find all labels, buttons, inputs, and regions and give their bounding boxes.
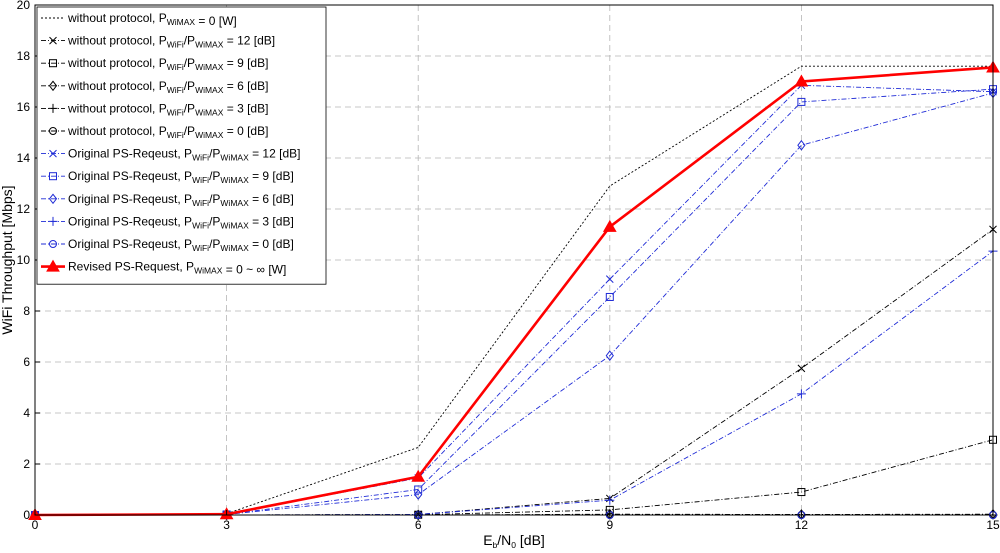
series-11	[28, 60, 1000, 520]
legend-label: without protocol, PWiMAX = 0 [W]	[67, 11, 237, 28]
y-tick-label: 4	[23, 406, 30, 420]
series-line	[34, 88, 994, 516]
x-tick-label: 3	[223, 518, 230, 532]
y-tick-label: 16	[17, 100, 31, 114]
data-point	[414, 485, 423, 494]
legend-box	[36, 6, 327, 285]
x-tick-label: 12	[795, 518, 809, 532]
legend-label: Original PS-Reqeust, PWiFi/PWiMAX = 12 […	[68, 147, 300, 163]
legend-label: Original PS-Reqeust, PWiFi/PWiMAX = 0 [d…	[68, 237, 294, 253]
legend-label: Original PS-Reqeust, PWiFi/PWiMAX = 6 [d…	[68, 192, 294, 208]
y-axis-label: WiFi Throughput [Mbps]	[0, 185, 15, 334]
data-point	[605, 275, 614, 283]
legend-item: without protocol, PWiFi/PWiMAX = 12 [dB]	[41, 34, 275, 50]
data-point	[48, 103, 58, 113]
data-point	[605, 350, 614, 361]
series-line	[34, 84, 994, 516]
data-point	[797, 364, 806, 373]
data-point	[797, 97, 806, 106]
x-axis-label: Eb/N0 [dB]	[483, 532, 545, 550]
legend-item: Revised PS-Request, PWiMAX = 0 ~ ∞ [W]	[41, 259, 286, 277]
legend-label: without protocol, PWiFi/PWiMAX = 3 [dB]	[67, 101, 268, 117]
x-tick-label: 9	[606, 518, 613, 532]
series-line	[35, 250, 994, 516]
legend-label: without protocol, PWiFi/PWiMAX = 0 [dB]	[67, 124, 268, 140]
data-point	[49, 240, 57, 248]
legend-label: without protocol, PWiFi/PWiMAX = 6 [dB]	[67, 79, 268, 95]
series-line	[34, 65, 993, 516]
data-point	[794, 74, 809, 87]
x-tick-label: 0	[32, 518, 39, 532]
data-point	[48, 193, 58, 205]
legend-label: without protocol, PWiFi/PWiMAX = 12 [dB]	[67, 34, 275, 50]
data-point	[605, 292, 614, 301]
legend-item: without protocol, PWiFi/PWiMAX = 0 [dB]	[41, 124, 268, 140]
data-point	[49, 59, 57, 68]
legend-item: Original PS-Reqeust, PWiFi/PWiMAX = 6 [d…	[41, 192, 294, 208]
data-point	[605, 495, 615, 505]
legend-label: Original PS-Reqeust, PWiFi/PWiMAX = 3 [d…	[68, 214, 294, 230]
legend-label: Revised PS-Request, PWiMAX = 0 ~ ∞ [W]	[68, 260, 286, 277]
legend-item: Original PS-Reqeust, PWiFi/PWiMAX = 9 [d…	[41, 169, 294, 185]
legend-item: without protocol, PWiFi/PWiMAX = 9 [dB]	[41, 56, 268, 72]
y-tick-label: 10	[17, 253, 31, 267]
y-tick-label: 14	[17, 151, 31, 165]
data-point	[48, 80, 58, 92]
legend-item: without protocol, PWiFi/PWiMAX = 3 [dB]	[41, 101, 268, 117]
legend: without protocol, PWiMAX = 0 [W] without …	[36, 6, 327, 285]
y-tick-label: 8	[23, 304, 30, 318]
data-point	[46, 259, 60, 272]
data-point	[49, 172, 57, 181]
series-0	[34, 65, 993, 516]
legend-item: without protocol, PWiFi/PWiMAX = 6 [dB]	[41, 79, 268, 95]
y-tick-label: 20	[17, 0, 31, 12]
x-tick-label: 6	[415, 518, 422, 532]
data-point	[797, 139, 806, 151]
series-line	[34, 92, 994, 516]
data-point	[49, 36, 57, 45]
series-line	[34, 66, 994, 517]
data-point	[49, 149, 57, 158]
data-point	[411, 469, 426, 482]
data-point	[414, 489, 423, 500]
legend-label: without protocol, PWiFi/PWiMAX = 9 [dB]	[67, 56, 268, 72]
series-line	[35, 439, 994, 516]
legend-item: Original PS-Reqeust, PWiFi/PWiMAX = 3 [d…	[41, 214, 294, 230]
data-point	[796, 389, 806, 399]
y-tick-label: 2	[23, 457, 30, 471]
y-tick-label: 12	[17, 202, 31, 216]
y-tick-label: 0	[23, 508, 30, 522]
data-point	[602, 219, 617, 232]
y-tick-label: 18	[17, 49, 31, 63]
series-lines	[28, 60, 1000, 521]
legend-item: without protocol, PWiMAX = 0 [W]	[41, 11, 237, 28]
axis-ticks: 0 3 6 9 12 15 0 2 4 6 8 10 12 14 16 18 20	[17, 0, 1000, 532]
x-tick-label: 15	[986, 518, 1000, 532]
legend-item: Original PS-Reqeust, PWiFi/PWiMAX = 12 […	[41, 147, 300, 163]
legend-item: Original PS-Reqeust, PWiFi/PWiMAX = 0 [d…	[41, 237, 294, 253]
data-point	[797, 488, 806, 497]
y-tick-label: 6	[23, 355, 30, 369]
data-point	[49, 127, 57, 135]
data-point	[48, 216, 58, 226]
series-2	[31, 435, 997, 519]
legend-label: Original PS-Reqeust, PWiFi/PWiMAX = 9 [d…	[68, 169, 294, 185]
